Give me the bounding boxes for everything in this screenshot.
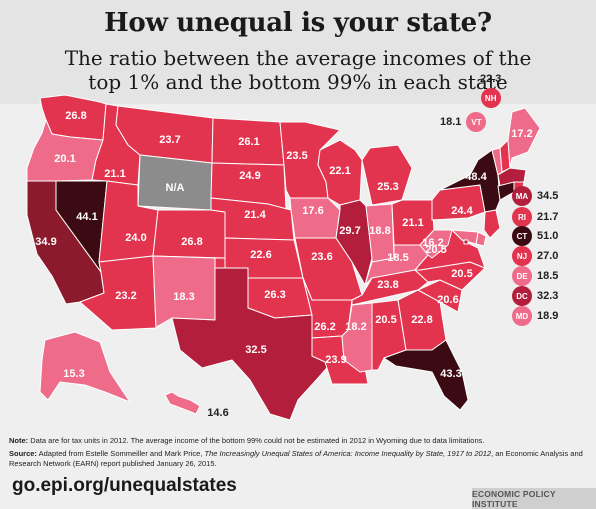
state-hi xyxy=(164,391,201,415)
small-state-ri: RI 21.7 xyxy=(512,207,558,227)
state-code-badge: MD xyxy=(512,306,532,326)
state-nj xyxy=(483,209,501,239)
small-state-ma: MA 34.5 xyxy=(512,186,558,206)
state-co xyxy=(152,209,226,259)
state-wy xyxy=(137,154,213,211)
note-line: Note: Data are for tax units in 2012. Th… xyxy=(9,436,589,446)
state-code-badge: DE xyxy=(512,266,532,286)
state-value: 34.5 xyxy=(537,190,559,202)
state-value: 18.5 xyxy=(537,270,559,282)
us-map xyxy=(26,94,541,421)
header-band xyxy=(0,0,596,104)
state-code-badge: NJ xyxy=(512,246,532,266)
state-mi xyxy=(361,144,413,206)
state-value: 27.0 xyxy=(537,250,559,262)
page-subtitle: The ratio between the average incomes of… xyxy=(0,46,596,94)
state-value: 51.0 xyxy=(537,230,559,242)
state-code-badge: MA xyxy=(512,186,532,206)
small-state-nj: NJ 27.0 xyxy=(512,246,558,266)
state-value: 21.7 xyxy=(537,211,559,223)
small-state-dc: DC 32.3 xyxy=(512,286,558,306)
state-me xyxy=(507,107,541,169)
state-sc xyxy=(417,279,463,313)
source-text-1: Adapted from Estelle Sommeiller and Mark… xyxy=(36,449,205,458)
source-url-link[interactable]: go.epi.org/unequalstates xyxy=(12,475,237,496)
page-title: How unequal is your state? xyxy=(104,8,492,38)
small-state-ct: CT 51.0 xyxy=(512,226,558,246)
brand-logo: ECONOMIC POLICY INSTITUTE xyxy=(472,488,596,509)
state-nm xyxy=(152,255,216,329)
state-code-badge: NH xyxy=(480,88,501,108)
source-line: Source: Adapted from Estelle Sommeiller … xyxy=(9,449,589,469)
small-state-vt: 18.1 VT xyxy=(440,112,487,132)
state-value: 18.9 xyxy=(537,310,559,322)
subtitle-line-1: The ratio between the average incomes of… xyxy=(64,46,532,70)
subtitle-line-2: top 1% and the bottom 99% in each state xyxy=(88,70,508,94)
note-text: Data are for tax units in 2012. The aver… xyxy=(28,436,485,445)
footnote: Note: Data are for tax units in 2012. Th… xyxy=(9,436,589,469)
state-code-badge: RI xyxy=(512,207,532,227)
source-label: Source: xyxy=(9,449,37,458)
state-value: 18.1 xyxy=(440,116,462,128)
state-tx xyxy=(171,267,333,421)
source-title: The Increasingly Unequal States of Ameri… xyxy=(204,449,492,458)
small-state-nh: 22.3 NH xyxy=(480,73,501,108)
state-value: 32.3 xyxy=(537,290,559,302)
state-code-badge: CT xyxy=(512,226,532,246)
state-code-badge: DC xyxy=(512,286,532,306)
state-md xyxy=(451,229,479,245)
small-state-md: MD 18.9 xyxy=(512,306,558,326)
note-label: Note: xyxy=(9,436,29,445)
state-fl xyxy=(383,339,469,411)
source-text-2: , an Economic Analysis and Research Netw… xyxy=(9,449,583,468)
state-ak xyxy=(39,331,131,403)
state-wv xyxy=(419,229,453,259)
state-ia xyxy=(289,197,341,239)
state-nd xyxy=(211,117,285,166)
state-code-badge: VT xyxy=(466,112,487,132)
small-state-de: DE 18.5 xyxy=(512,266,558,286)
state-dc xyxy=(463,239,469,245)
state-value: 22.3 xyxy=(480,73,502,85)
